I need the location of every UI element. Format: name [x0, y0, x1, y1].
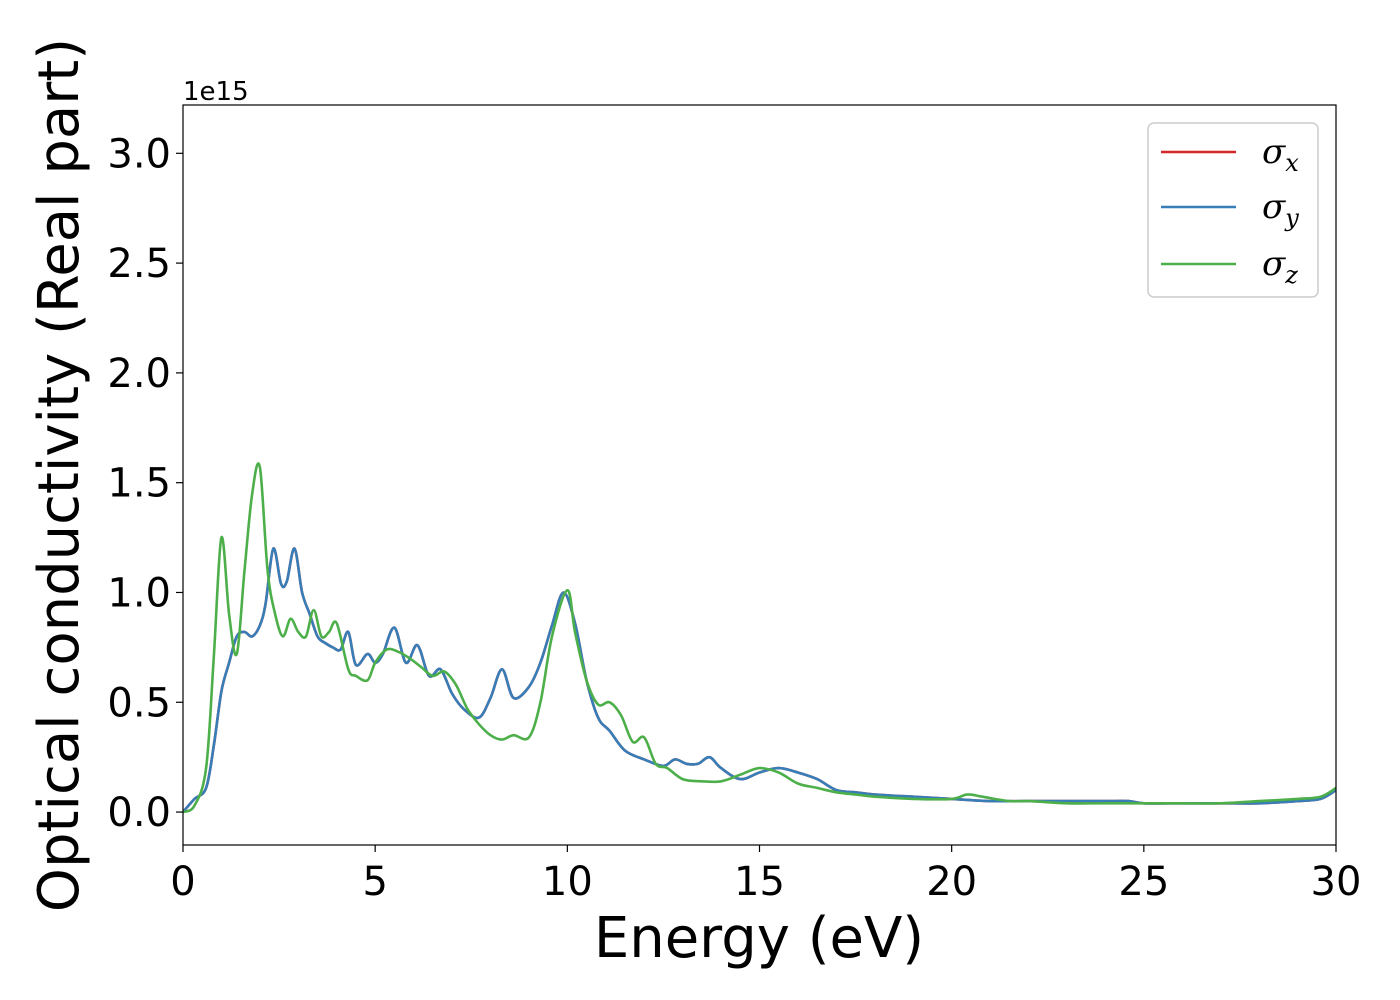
x-axis-label: Energy (eV)	[594, 906, 924, 971]
x-tick-label: 20	[926, 859, 977, 905]
y-tick-label: 2.0	[107, 351, 171, 397]
y-tick-label: 0.0	[107, 790, 171, 836]
legend-symbol: σ	[1262, 187, 1286, 227]
legend-subscript: y	[1284, 204, 1299, 232]
legend-subscript: x	[1285, 149, 1299, 177]
legend-entry-y: σy	[1262, 187, 1299, 232]
x-tick-label: 0	[170, 859, 195, 905]
legend-entry-z: σz	[1262, 244, 1298, 289]
legend-subscript: z	[1284, 261, 1298, 289]
y-tick-label: 3.0	[107, 131, 171, 177]
x-tick-label: 30	[1311, 859, 1362, 905]
legend-symbol: σ	[1262, 244, 1286, 284]
y-offset-text: 1e15	[183, 77, 249, 107]
y-axis-label: Optical conductivity (Real part)	[27, 38, 92, 912]
x-tick-label: 10	[542, 859, 593, 905]
legend-symbol: σ	[1262, 132, 1286, 172]
y-axis-ticks: 0.0 0.5 1.0 1.5 2.0 2.5 3.0	[107, 131, 183, 836]
legend-box	[1147, 122, 1319, 298]
x-axis-ticks: 0 5 10 15 20 25 30	[170, 845, 1361, 905]
y-tick-label: 1.0	[107, 570, 171, 616]
series-line-z	[183, 462, 1336, 814]
x-tick-label: 25	[1118, 859, 1169, 905]
x-tick-label: 5	[362, 859, 387, 905]
y-tick-label: 1.5	[107, 461, 171, 507]
y-tick-label: 0.5	[107, 680, 171, 726]
x-tick-label: 15	[734, 859, 785, 905]
y-tick-label: 2.5	[107, 241, 171, 287]
series-lines	[183, 462, 1336, 814]
legend-entry-x: σx	[1262, 132, 1299, 177]
plot-area	[183, 105, 1336, 845]
